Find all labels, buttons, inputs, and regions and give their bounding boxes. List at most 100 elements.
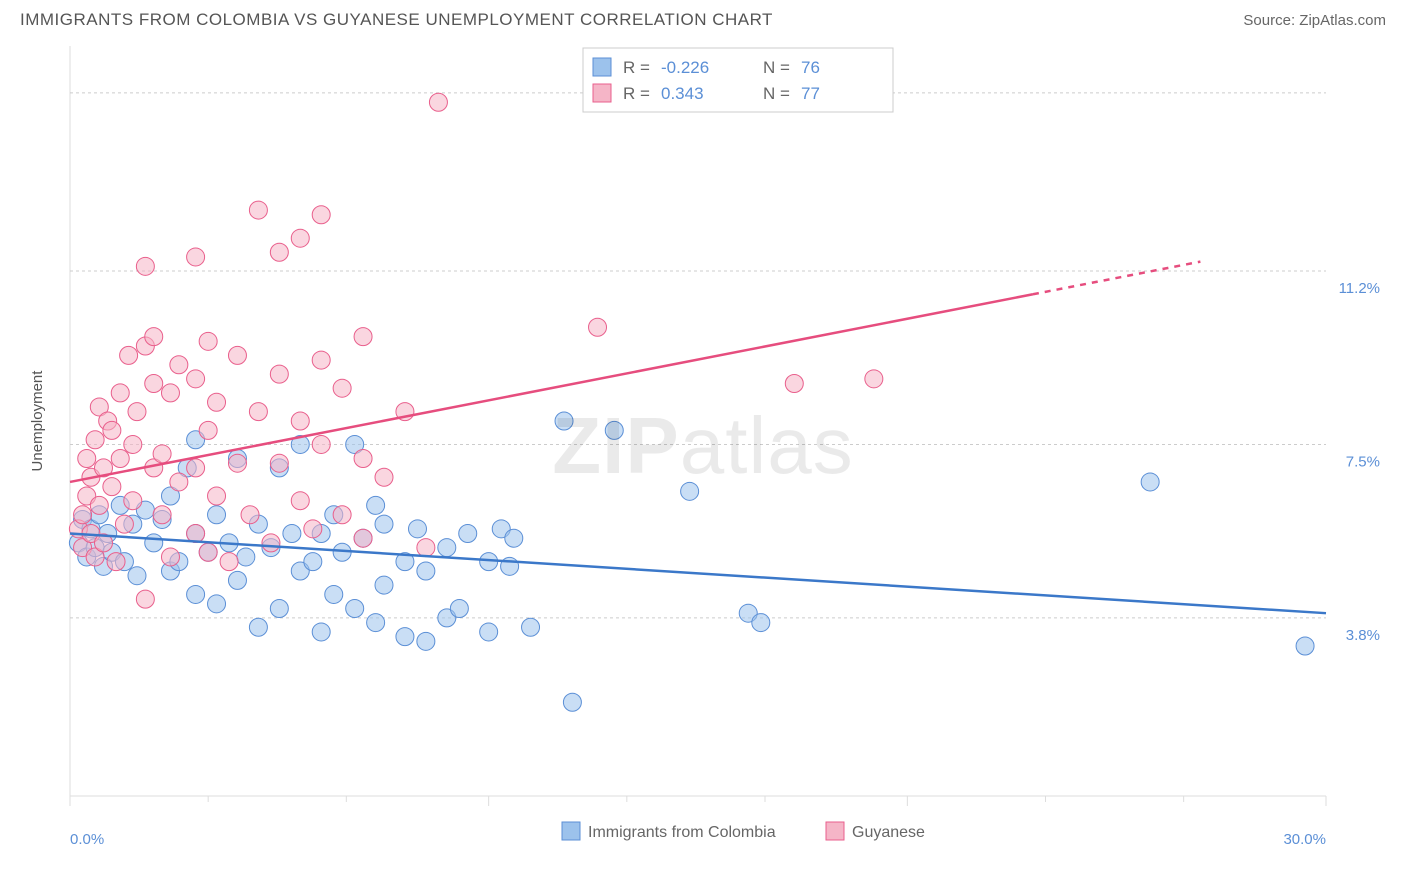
data-point [354, 328, 372, 346]
legend-n-value: 76 [801, 58, 820, 77]
legend-swatch [593, 58, 611, 76]
data-point [417, 562, 435, 580]
data-point [153, 445, 171, 463]
legend-series-label: Guyanese [852, 824, 925, 841]
data-point [249, 618, 267, 636]
data-point [107, 553, 125, 571]
data-point [136, 257, 154, 275]
data-point [187, 370, 205, 388]
series-immigrants-from-colombia [69, 412, 1314, 711]
data-point [249, 403, 267, 421]
data-point [450, 600, 468, 618]
data-point [208, 487, 226, 505]
data-point [187, 525, 205, 543]
data-point [145, 375, 163, 393]
data-point [208, 393, 226, 411]
chart-source: Source: ZipAtlas.com [1243, 12, 1386, 29]
data-point [103, 421, 121, 439]
data-point [270, 365, 288, 383]
data-point [375, 576, 393, 594]
data-point [367, 496, 385, 514]
data-point [128, 567, 146, 585]
data-point [589, 318, 607, 336]
data-point [199, 421, 217, 439]
data-point [681, 482, 699, 500]
data-point [563, 693, 581, 711]
y-axis-label: Unemployment [29, 370, 46, 472]
data-point [124, 435, 142, 453]
data-point [333, 379, 351, 397]
legend-swatch [826, 822, 844, 840]
data-point [417, 539, 435, 557]
data-point [270, 454, 288, 472]
data-point [124, 492, 142, 510]
data-point [145, 328, 163, 346]
data-point [90, 496, 108, 514]
trend-line [70, 534, 1326, 614]
data-point [312, 206, 330, 224]
legend-r-value: 0.343 [661, 84, 704, 103]
data-point [220, 553, 238, 571]
data-point [270, 600, 288, 618]
data-point [304, 520, 322, 538]
data-point [111, 384, 129, 402]
data-point [187, 585, 205, 603]
data-point [208, 595, 226, 613]
legend-swatch [593, 84, 611, 102]
y-tick-label: 3.8% [1346, 627, 1380, 644]
data-point [429, 93, 447, 111]
data-point [312, 351, 330, 369]
data-point [505, 529, 523, 547]
data-point [522, 618, 540, 636]
data-point [752, 614, 770, 632]
y-tick-label: 7.5% [1346, 453, 1380, 470]
data-point [237, 548, 255, 566]
legend-n-value: 77 [801, 84, 820, 103]
data-point [312, 435, 330, 453]
data-point [249, 201, 267, 219]
data-point [170, 473, 188, 491]
data-point [187, 248, 205, 266]
legend-n-label: N = [763, 84, 790, 103]
data-point [367, 614, 385, 632]
data-point [354, 529, 372, 547]
data-point [459, 525, 477, 543]
trend-line [70, 294, 1033, 482]
data-point [417, 632, 435, 650]
data-point [128, 403, 146, 421]
series-legend: Immigrants from ColombiaGuyanese [562, 822, 925, 841]
data-point [161, 548, 179, 566]
data-point [136, 590, 154, 608]
data-point [1141, 473, 1159, 491]
legend-swatch [562, 822, 580, 840]
chart-title: IMMIGRANTS FROM COLOMBIA VS GUYANESE UNE… [20, 10, 773, 30]
data-point [291, 492, 309, 510]
correlation-legend: R =-0.226N =76R =0.343N =77 [583, 48, 893, 112]
x-tick-label: 0.0% [70, 831, 104, 848]
data-point [438, 539, 456, 557]
data-point [354, 450, 372, 468]
data-point [291, 229, 309, 247]
data-point [865, 370, 883, 388]
data-point [605, 421, 623, 439]
data-point [555, 412, 573, 430]
data-point [346, 600, 364, 618]
legend-r-label: R = [623, 58, 650, 77]
data-point [199, 332, 217, 350]
data-point [304, 553, 322, 571]
data-point [1296, 637, 1314, 655]
chart-area: 3.8%7.5%11.2%0.0%30.0%UnemploymentR =-0.… [20, 36, 1386, 856]
chart-header: IMMIGRANTS FROM COLOMBIA VS GUYANESE UNE… [0, 0, 1406, 36]
data-point [333, 506, 351, 524]
data-point [396, 628, 414, 646]
y-tick-label: 11.2% [1339, 280, 1380, 297]
data-point [270, 243, 288, 261]
data-point [408, 520, 426, 538]
legend-r-value: -0.226 [661, 58, 709, 77]
data-point [199, 543, 217, 561]
data-point [480, 623, 498, 641]
data-point [375, 468, 393, 486]
source-link[interactable]: ZipAtlas.com [1299, 12, 1386, 29]
data-point [74, 506, 92, 524]
data-point [103, 478, 121, 496]
